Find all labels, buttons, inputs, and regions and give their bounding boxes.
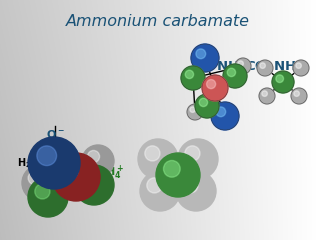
Circle shape: [185, 146, 200, 161]
Circle shape: [196, 49, 206, 59]
Circle shape: [259, 88, 275, 104]
Text: Ammonium carbamate: Ammonium carbamate: [66, 14, 250, 29]
Text: O: O: [51, 187, 60, 197]
Circle shape: [293, 60, 309, 76]
Circle shape: [202, 75, 228, 101]
Circle shape: [82, 145, 114, 177]
Circle shape: [272, 71, 294, 93]
Circle shape: [262, 91, 267, 96]
Text: $\mathregular{O^-}$: $\mathregular{O^-}$: [46, 128, 65, 140]
Circle shape: [60, 161, 78, 180]
Circle shape: [178, 139, 218, 179]
Text: $\mathregular{NH_4^+}$: $\mathregular{NH_4^+}$: [96, 164, 125, 182]
Circle shape: [191, 44, 219, 72]
Circle shape: [216, 107, 226, 117]
Circle shape: [291, 88, 307, 104]
Circle shape: [235, 58, 251, 74]
Circle shape: [296, 63, 301, 68]
Circle shape: [81, 172, 96, 187]
Circle shape: [211, 102, 239, 130]
Circle shape: [181, 66, 205, 90]
Circle shape: [190, 107, 195, 112]
Circle shape: [176, 171, 216, 211]
Circle shape: [199, 98, 208, 107]
Circle shape: [183, 178, 198, 193]
Circle shape: [276, 75, 283, 83]
Circle shape: [238, 61, 243, 66]
Circle shape: [140, 171, 180, 211]
Circle shape: [163, 161, 180, 177]
Circle shape: [28, 177, 68, 217]
Text: $\mathregular{H_2N}$: $\mathregular{H_2N}$: [17, 156, 40, 170]
Circle shape: [37, 146, 57, 166]
Circle shape: [52, 153, 100, 201]
Circle shape: [156, 153, 200, 197]
Circle shape: [147, 178, 162, 193]
Circle shape: [138, 139, 178, 179]
Circle shape: [22, 165, 58, 201]
Circle shape: [74, 165, 114, 205]
Circle shape: [187, 104, 203, 120]
Circle shape: [260, 63, 265, 68]
Circle shape: [28, 137, 80, 189]
Circle shape: [294, 91, 299, 96]
Circle shape: [195, 94, 219, 118]
Circle shape: [257, 60, 273, 76]
Circle shape: [185, 70, 194, 79]
Circle shape: [227, 68, 236, 77]
Circle shape: [145, 146, 160, 161]
Circle shape: [88, 150, 100, 163]
Text: $\mathregular{NH_4CO_2NH_2}$: $\mathregular{NH_4CO_2NH_2}$: [216, 60, 303, 75]
Circle shape: [28, 171, 42, 185]
Circle shape: [223, 64, 247, 88]
Circle shape: [207, 79, 216, 89]
Circle shape: [35, 184, 50, 199]
